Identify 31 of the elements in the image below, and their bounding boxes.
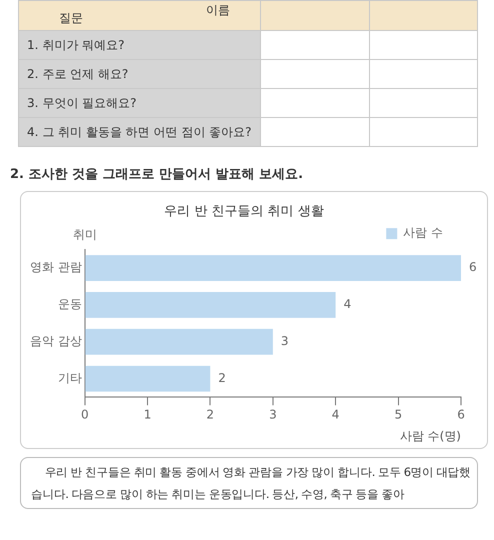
x-tick-label: 1 bbox=[144, 408, 152, 422]
text: 우리 반 친구들은 취미 활동 중에서 영화 관람을 가장 많이 합니다. 모두 6명이 대답했습니다. 다음으로 많이 하는 취미는 운동입니다. 등산, 수영, 축구 등을 좋아 bbox=[31, 465, 470, 501]
data-label: 6 bbox=[469, 260, 477, 274]
bar bbox=[85, 328, 273, 355]
text: 4. 그 취미 활동을 하면 어떤 점이 좋아요? bbox=[18, 118, 260, 146]
bar bbox=[85, 292, 336, 318]
y-tick-label: 음악 감상 bbox=[30, 334, 82, 348]
x-tick-label: 3 bbox=[269, 408, 277, 422]
data-label: 4 bbox=[344, 297, 352, 312]
x-tick-label: 6 bbox=[457, 408, 465, 422]
chart-title: 우리 반 친구들의 취미 생활 bbox=[164, 204, 324, 220]
text: 1. 취미가 뭐예요? bbox=[18, 30, 260, 60]
data-label: 3 bbox=[280, 334, 289, 348]
data-label: 2 bbox=[218, 370, 226, 385]
x-tick-label: 2 bbox=[206, 408, 214, 422]
x-tick-label: 0 bbox=[80, 408, 89, 422]
bar bbox=[85, 255, 461, 281]
y-tick-label: 운동 bbox=[58, 297, 82, 312]
x-tick-label: 5 bbox=[394, 408, 402, 422]
x-axis-title: 사람 수(명) bbox=[400, 428, 461, 443]
text: 이름 bbox=[206, 2, 230, 19]
text: 2. 조사한 것을 그래프로 만들어서 발표해 보세요. bbox=[10, 166, 304, 183]
y-tick-label: 기타 bbox=[58, 370, 82, 385]
bar bbox=[85, 366, 210, 392]
text: 3. 무엇이 필요해요? bbox=[18, 88, 260, 118]
x-tick-label: 4 bbox=[332, 408, 340, 422]
y-tick-label: 영화 관람 bbox=[30, 260, 82, 274]
y-axis-title: 취미 bbox=[72, 228, 97, 242]
text: 질문 bbox=[59, 10, 83, 27]
text: 2. 주로 언제 해요? bbox=[18, 60, 260, 88]
legend-label: 사람 수 bbox=[403, 226, 444, 240]
